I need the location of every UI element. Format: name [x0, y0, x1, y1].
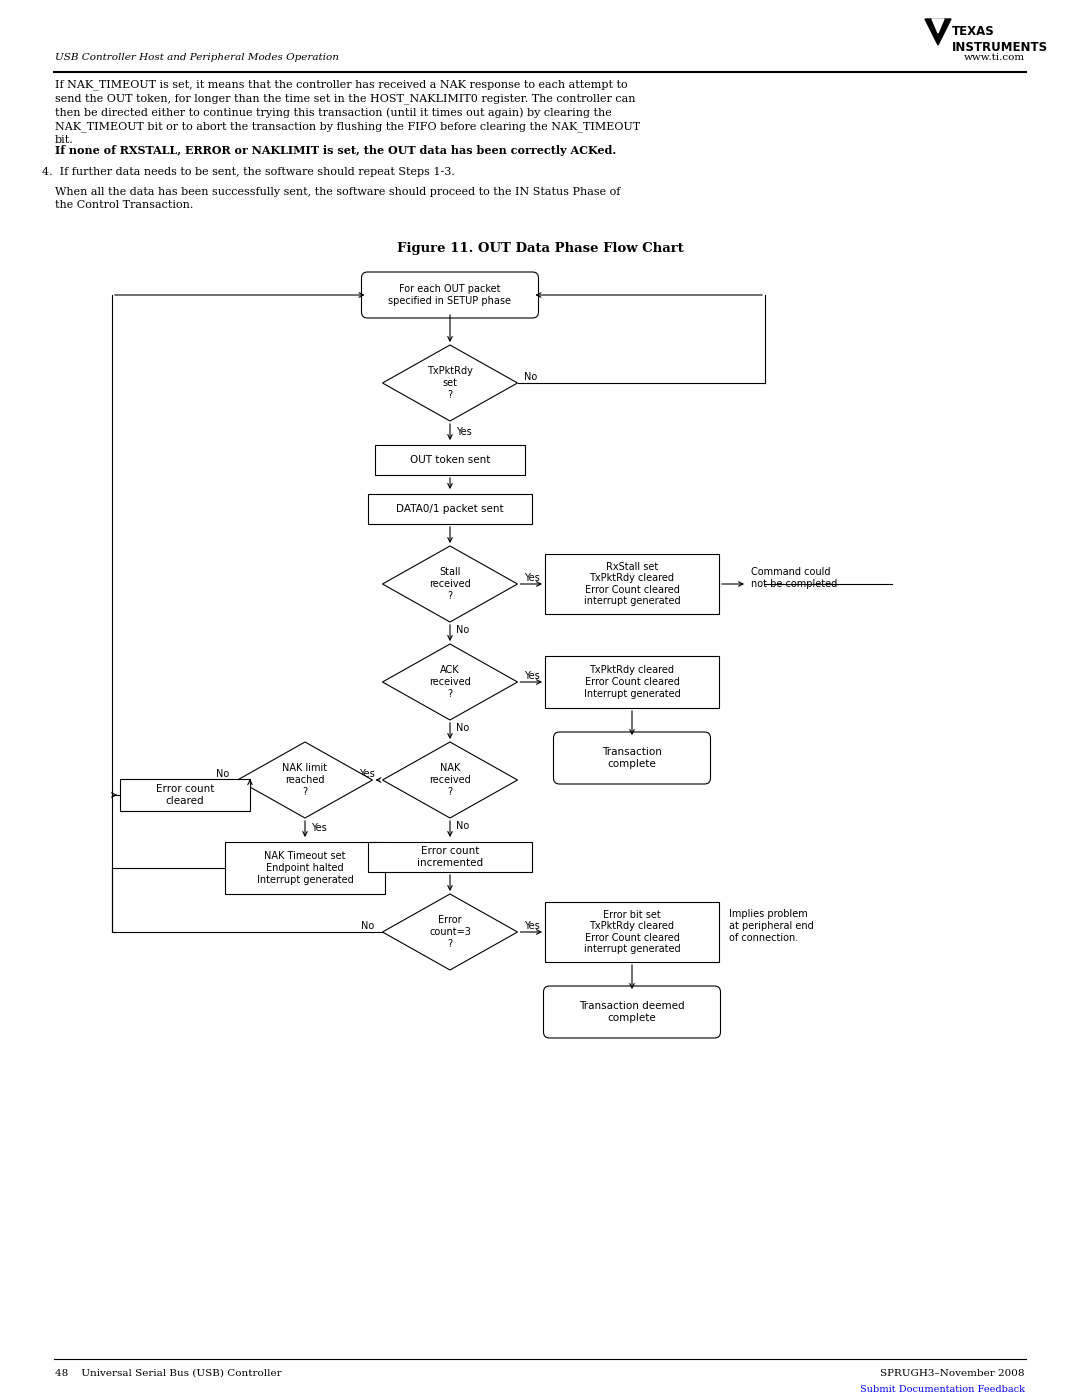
Text: No: No — [456, 821, 469, 831]
Text: 4.  If further data needs to be sent, the software should repeat Steps 1-3.: 4. If further data needs to be sent, the… — [42, 168, 455, 177]
Text: OUT token sent: OUT token sent — [409, 455, 490, 465]
Text: SPRUGH3–November 2008: SPRUGH3–November 2008 — [880, 1369, 1025, 1377]
Text: No: No — [361, 921, 375, 930]
Text: TxPktRdy
set
?: TxPktRdy set ? — [427, 366, 473, 400]
Text: Error count
incremented: Error count incremented — [417, 847, 483, 868]
Text: No: No — [524, 372, 537, 381]
Text: Yes: Yes — [359, 768, 375, 780]
FancyBboxPatch shape — [543, 986, 720, 1038]
Polygon shape — [932, 20, 944, 34]
Polygon shape — [382, 742, 517, 819]
Text: Error bit set
TxPktRdy cleared
Error Count cleared
interrupt generated: Error bit set TxPktRdy cleared Error Cou… — [583, 909, 680, 954]
Text: Submit Documentation Feedback: Submit Documentation Feedback — [860, 1384, 1025, 1394]
Text: NAK limit
reached
?: NAK limit reached ? — [283, 763, 327, 796]
Text: 48    Universal Serial Bus (USB) Controller: 48 Universal Serial Bus (USB) Controller — [55, 1369, 282, 1377]
Text: USB Controller Host and Peripheral Modes Operation: USB Controller Host and Peripheral Modes… — [55, 53, 339, 61]
Polygon shape — [238, 742, 373, 819]
Text: TEXAS
INSTRUMENTS: TEXAS INSTRUMENTS — [951, 25, 1048, 54]
Text: No: No — [216, 768, 229, 780]
Text: Yes: Yes — [456, 427, 472, 437]
Polygon shape — [382, 546, 517, 622]
FancyBboxPatch shape — [120, 780, 249, 812]
Text: No: No — [456, 724, 469, 733]
Text: NAK
received
?: NAK received ? — [429, 763, 471, 796]
Text: Implies problem
at peripheral end
of connection.: Implies problem at peripheral end of con… — [729, 909, 813, 943]
Text: Figure 11. OUT Data Phase Flow Chart: Figure 11. OUT Data Phase Flow Chart — [396, 242, 684, 256]
Text: Transaction
complete: Transaction complete — [602, 747, 662, 768]
Text: Yes: Yes — [524, 573, 540, 583]
Text: When all the data has been successfully sent, the software should proceed to the: When all the data has been successfully … — [55, 187, 620, 210]
Text: www.ti.com: www.ti.com — [963, 53, 1025, 61]
Text: Error count
cleared: Error count cleared — [156, 784, 214, 806]
FancyBboxPatch shape — [375, 446, 525, 475]
Text: ACK
received
?: ACK received ? — [429, 665, 471, 698]
Polygon shape — [382, 644, 517, 719]
Text: Yes: Yes — [524, 921, 540, 930]
Polygon shape — [924, 20, 951, 45]
Text: Transaction deemed
complete: Transaction deemed complete — [579, 1002, 685, 1023]
Text: Stall
received
?: Stall received ? — [429, 567, 471, 601]
FancyBboxPatch shape — [362, 272, 539, 319]
Text: If none of RXSTALL, ERROR or NAKLIMIT is set, the OUT data has been correctly AC: If none of RXSTALL, ERROR or NAKLIMIT is… — [55, 145, 617, 156]
Polygon shape — [382, 894, 517, 970]
Text: For each OUT packet
specified in SETUP phase: For each OUT packet specified in SETUP p… — [389, 284, 512, 306]
Text: RxStall set
TxPktRdy cleared
Error Count cleared
interrupt generated: RxStall set TxPktRdy cleared Error Count… — [583, 562, 680, 606]
Polygon shape — [382, 345, 517, 420]
FancyBboxPatch shape — [545, 902, 719, 963]
Text: NAK Timeout set
Endpoint halted
Interrupt generated: NAK Timeout set Endpoint halted Interrup… — [257, 851, 353, 884]
FancyBboxPatch shape — [545, 555, 719, 615]
Text: DATA0/1 packet sent: DATA0/1 packet sent — [396, 504, 503, 514]
Text: Yes: Yes — [311, 823, 327, 833]
Text: Command could
not be completed: Command could not be completed — [751, 567, 837, 588]
Text: Yes: Yes — [524, 671, 540, 680]
Text: If NAK_TIMEOUT is set, it means that the controller has received a NAK response : If NAK_TIMEOUT is set, it means that the… — [55, 80, 640, 145]
FancyBboxPatch shape — [225, 842, 384, 894]
FancyBboxPatch shape — [554, 732, 711, 784]
FancyBboxPatch shape — [367, 495, 532, 524]
Text: TxPktRdy cleared
Error Count cleared
Interrupt generated: TxPktRdy cleared Error Count cleared Int… — [583, 665, 680, 698]
Text: No: No — [456, 624, 469, 636]
FancyBboxPatch shape — [367, 842, 532, 872]
FancyBboxPatch shape — [545, 657, 719, 708]
Text: Error
count=3
?: Error count=3 ? — [429, 915, 471, 949]
